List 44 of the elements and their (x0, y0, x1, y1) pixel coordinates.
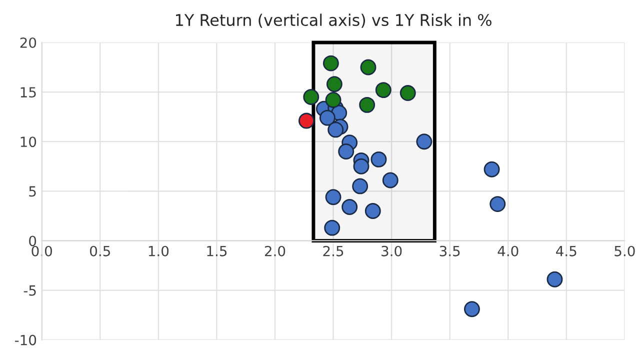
x-tick-label: 3.5 (440, 246, 460, 256)
point (303, 89, 320, 105)
x-tick-label: 4.5 (556, 246, 576, 256)
y-tick-label: 5 (29, 186, 36, 197)
y-tick-label: 20 (20, 37, 36, 48)
x-tick-label: 2.5 (323, 246, 344, 256)
point (359, 96, 376, 113)
chart-title: 1Y Return (vertical axis) vs 1Y Risk in % (176, 14, 492, 28)
x-tick-label: 0.0 (32, 246, 52, 256)
point (326, 76, 342, 92)
point (338, 144, 354, 160)
point (546, 271, 563, 288)
y-tick-label: 10 (20, 136, 36, 148)
point (400, 85, 416, 102)
point (484, 161, 500, 178)
y-tick-label: -5 (24, 285, 36, 296)
point (342, 199, 358, 215)
point (360, 59, 376, 76)
x-tick-label: 3.0 (382, 246, 402, 256)
x-tick-label: 1.0 (148, 246, 169, 256)
x-tick-label: 2.0 (264, 246, 286, 256)
point (375, 82, 392, 98)
point (325, 92, 342, 108)
point (352, 178, 368, 194)
x-tick-label: 1.5 (207, 246, 227, 256)
y-tick-label: -10 (14, 334, 36, 346)
x-tick-label: 5.0 (614, 246, 635, 256)
x-tick-label: 0.5 (90, 246, 110, 256)
point (382, 172, 398, 188)
y-tick-label: 15 (20, 87, 36, 98)
point (353, 158, 370, 174)
point (490, 196, 506, 212)
point (328, 122, 344, 138)
point (324, 220, 340, 236)
point (298, 112, 314, 129)
point (364, 203, 381, 219)
y-tick-label: 0 (29, 236, 36, 246)
point (325, 189, 342, 206)
point (464, 301, 480, 318)
point (370, 151, 387, 168)
point (322, 55, 339, 72)
point (416, 134, 432, 150)
x-tick-label: 4.0 (498, 246, 518, 256)
point (319, 110, 336, 126)
